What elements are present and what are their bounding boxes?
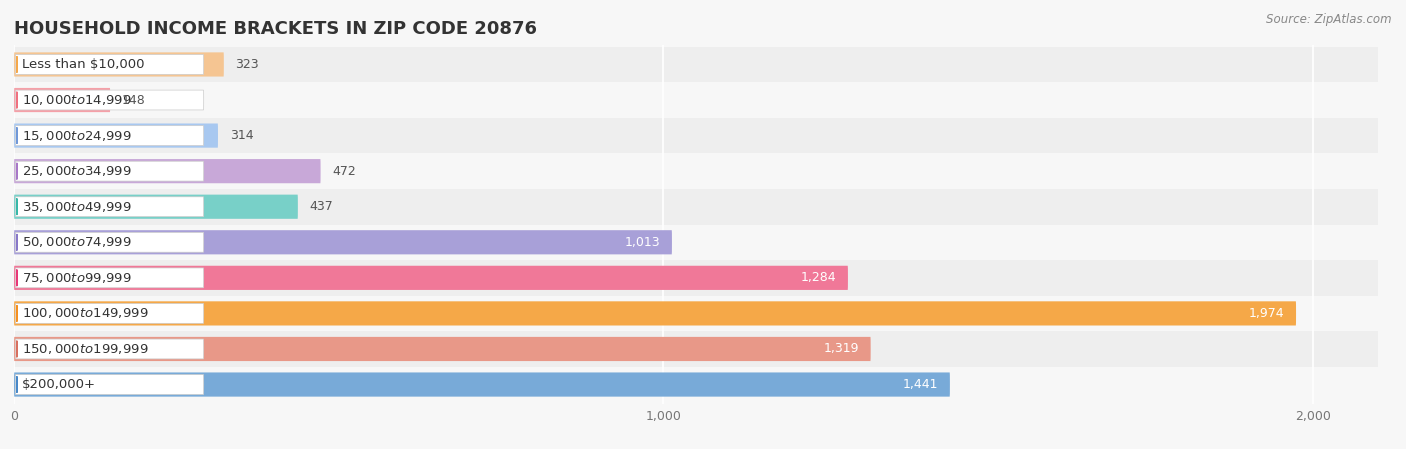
FancyBboxPatch shape <box>14 266 848 290</box>
Text: $75,000 to $99,999: $75,000 to $99,999 <box>22 271 132 285</box>
Text: 1,441: 1,441 <box>903 378 938 391</box>
Bar <box>14 295 1378 331</box>
FancyBboxPatch shape <box>14 373 950 396</box>
FancyBboxPatch shape <box>15 268 204 288</box>
FancyBboxPatch shape <box>14 88 110 112</box>
Text: $150,000 to $199,999: $150,000 to $199,999 <box>22 342 149 356</box>
Text: $200,000+: $200,000+ <box>22 378 96 391</box>
FancyBboxPatch shape <box>14 230 672 255</box>
Text: 148: 148 <box>122 93 146 106</box>
Text: $35,000 to $49,999: $35,000 to $49,999 <box>22 200 132 214</box>
Text: 1,974: 1,974 <box>1249 307 1284 320</box>
FancyBboxPatch shape <box>14 337 870 361</box>
Text: Less than $10,000: Less than $10,000 <box>22 58 145 71</box>
Text: 1,319: 1,319 <box>824 343 859 356</box>
FancyBboxPatch shape <box>14 53 224 76</box>
Bar <box>14 224 1378 260</box>
Text: $10,000 to $14,999: $10,000 to $14,999 <box>22 93 132 107</box>
FancyBboxPatch shape <box>15 197 204 216</box>
Text: $15,000 to $24,999: $15,000 to $24,999 <box>22 128 132 143</box>
FancyBboxPatch shape <box>15 304 204 323</box>
FancyBboxPatch shape <box>15 126 204 145</box>
Text: 1,013: 1,013 <box>624 236 661 249</box>
Text: 1,284: 1,284 <box>800 271 837 284</box>
Text: 314: 314 <box>229 129 253 142</box>
FancyBboxPatch shape <box>15 374 204 395</box>
Text: 472: 472 <box>332 165 356 178</box>
FancyBboxPatch shape <box>14 159 321 183</box>
Text: HOUSEHOLD INCOME BRACKETS IN ZIP CODE 20876: HOUSEHOLD INCOME BRACKETS IN ZIP CODE 20… <box>14 20 537 38</box>
Bar <box>14 118 1378 154</box>
Text: 437: 437 <box>309 200 333 213</box>
Text: $50,000 to $74,999: $50,000 to $74,999 <box>22 235 132 249</box>
Text: 323: 323 <box>236 58 259 71</box>
Bar <box>14 331 1378 367</box>
FancyBboxPatch shape <box>15 54 204 75</box>
FancyBboxPatch shape <box>14 301 1296 326</box>
FancyBboxPatch shape <box>15 90 204 110</box>
Bar <box>14 47 1378 82</box>
Text: $100,000 to $149,999: $100,000 to $149,999 <box>22 306 149 321</box>
Text: Source: ZipAtlas.com: Source: ZipAtlas.com <box>1267 13 1392 26</box>
Bar <box>14 189 1378 224</box>
Bar <box>14 367 1378 402</box>
FancyBboxPatch shape <box>15 339 204 359</box>
FancyBboxPatch shape <box>15 161 204 181</box>
Text: $25,000 to $34,999: $25,000 to $34,999 <box>22 164 132 178</box>
FancyBboxPatch shape <box>14 194 298 219</box>
FancyBboxPatch shape <box>14 123 218 148</box>
Bar <box>14 154 1378 189</box>
Bar <box>14 260 1378 295</box>
Bar <box>14 82 1378 118</box>
FancyBboxPatch shape <box>15 233 204 252</box>
